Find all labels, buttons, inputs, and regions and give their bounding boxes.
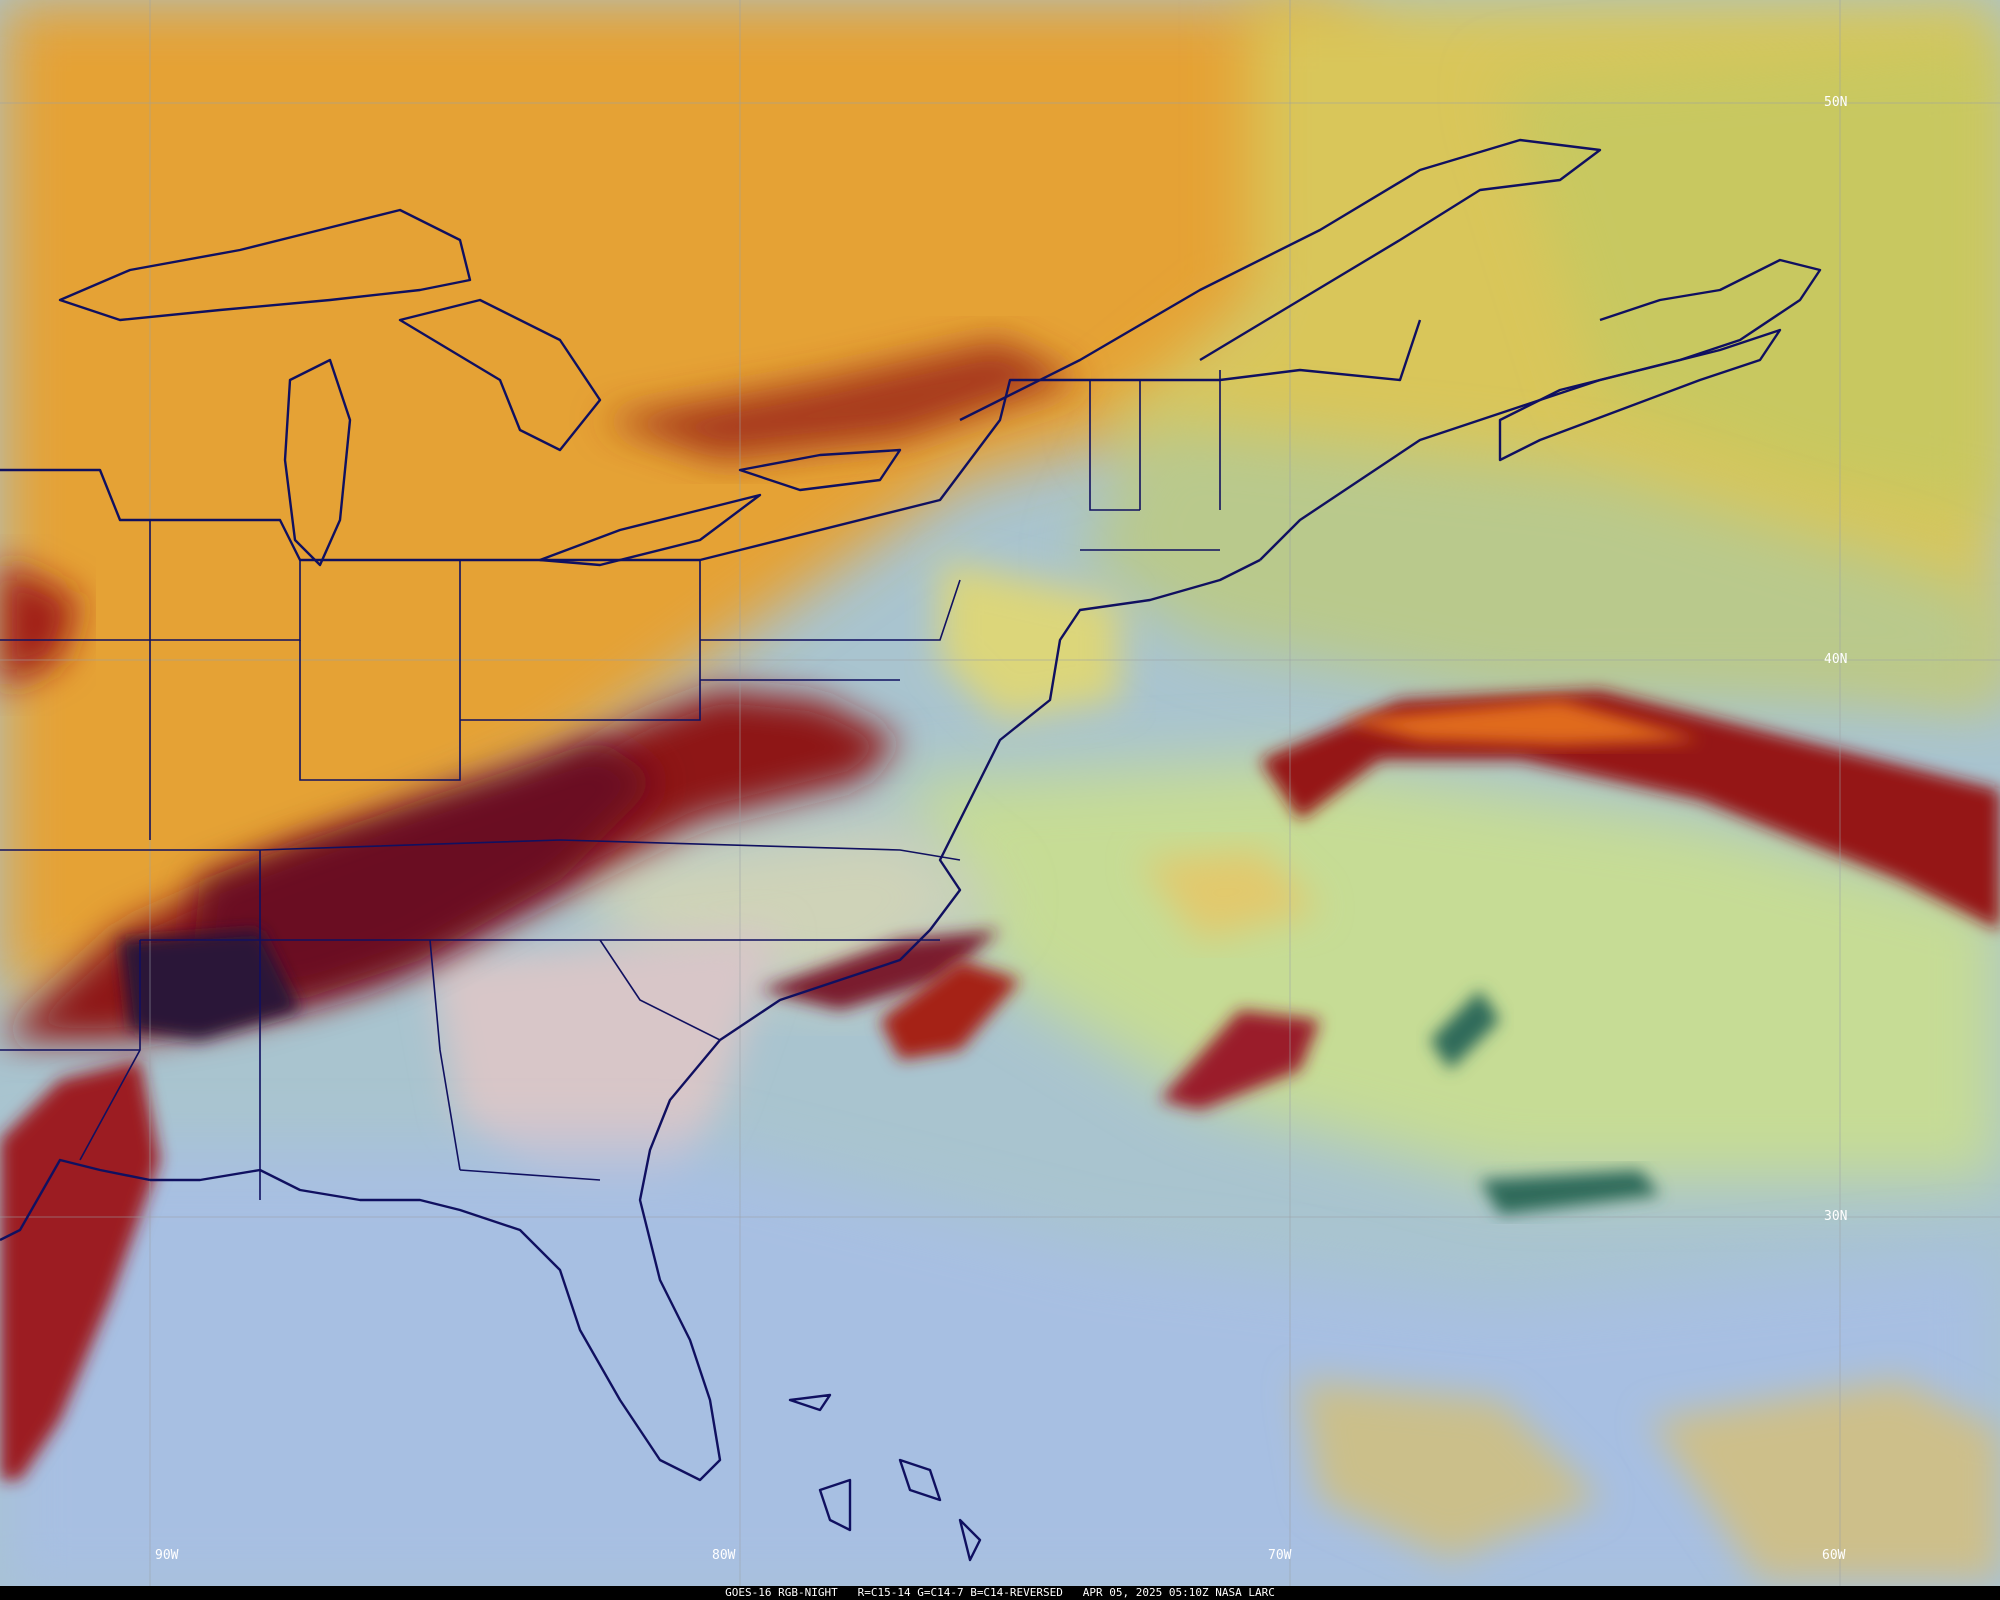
longitude-label: 70W: [1268, 1548, 1292, 1563]
longitude-label: 90W: [155, 1548, 179, 1563]
latitude-label: 40N: [1824, 652, 1847, 667]
longitude-label: 60W: [1822, 1548, 1846, 1563]
longitude-labels: 90W 80W 70W 60W: [155, 1548, 1846, 1563]
latitude-label: 50N: [1824, 95, 1847, 110]
political-boundaries: [0, 138, 1822, 1562]
latitude-labels: 50N 40N 30N: [1824, 95, 1847, 1224]
latitude-label: 30N: [1824, 1209, 1847, 1224]
high-cloud-bands: [0, 340, 2000, 1480]
longitude-label: 80W: [712, 1548, 736, 1563]
image-caption: GOES-16 RGB-NIGHT R=C15-14 G=C14-7 B=C14…: [725, 1586, 1275, 1599]
footer-bar: GOES-16 RGB-NIGHT R=C15-14 G=C14-7 B=C14…: [0, 1586, 2000, 1600]
